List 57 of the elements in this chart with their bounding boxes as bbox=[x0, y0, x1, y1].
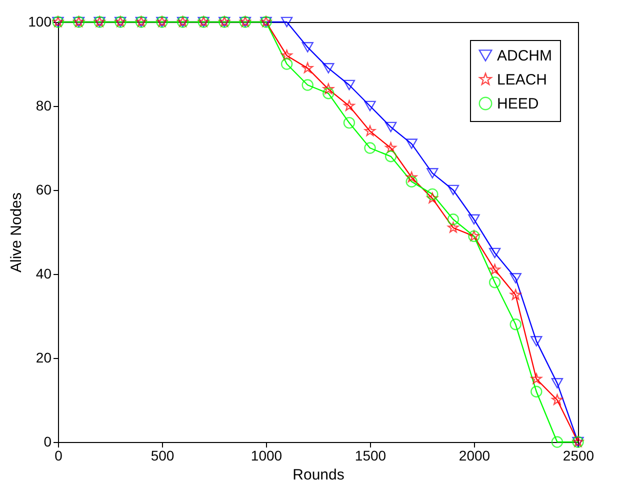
x-tick-label: 1500 bbox=[354, 448, 386, 464]
x-tick-label: 500 bbox=[150, 448, 174, 464]
x-tick-label: 1000 bbox=[250, 448, 282, 464]
point bbox=[530, 386, 542, 398]
legend-label: HEED bbox=[497, 96, 539, 112]
point bbox=[510, 289, 522, 300]
y-tick-label: 0 bbox=[44, 434, 52, 450]
x-tick-label: 0 bbox=[54, 448, 63, 464]
point bbox=[384, 150, 397, 162]
point bbox=[406, 138, 418, 149]
point bbox=[302, 42, 314, 52]
point bbox=[280, 16, 293, 28]
point bbox=[488, 248, 501, 258]
point bbox=[447, 184, 460, 196]
point bbox=[322, 63, 334, 74]
y-tick-label: 80 bbox=[36, 98, 52, 114]
point bbox=[364, 100, 376, 112]
point bbox=[488, 276, 501, 288]
point bbox=[385, 142, 396, 153]
point bbox=[510, 273, 522, 284]
y-tick-label: 20 bbox=[36, 350, 52, 366]
point bbox=[489, 264, 500, 275]
x-axis-title: Rounds bbox=[292, 466, 344, 484]
point bbox=[302, 62, 314, 74]
point bbox=[343, 116, 356, 129]
point bbox=[344, 100, 355, 111]
point bbox=[448, 222, 459, 233]
point bbox=[384, 122, 397, 132]
y-axis-title: Alive Nodes bbox=[8, 192, 26, 273]
point bbox=[364, 142, 376, 154]
point bbox=[530, 373, 542, 384]
point bbox=[322, 83, 334, 94]
y-tick-label: 60 bbox=[36, 182, 52, 198]
point bbox=[322, 88, 334, 100]
point bbox=[426, 188, 438, 200]
point bbox=[281, 50, 292, 60]
point bbox=[510, 318, 522, 330]
point bbox=[406, 172, 418, 182]
x-tick-label: 2000 bbox=[458, 448, 490, 464]
legend-label: ADCHM bbox=[497, 48, 552, 64]
point bbox=[551, 436, 564, 448]
y-tick-label: 40 bbox=[36, 266, 52, 282]
point bbox=[343, 80, 356, 90]
point bbox=[426, 192, 438, 204]
point bbox=[364, 125, 376, 136]
legend-label: LEACH bbox=[497, 72, 548, 88]
x-tick-label: 2500 bbox=[562, 448, 594, 464]
point bbox=[426, 168, 438, 178]
point bbox=[406, 176, 418, 188]
point bbox=[551, 378, 564, 388]
point bbox=[552, 394, 563, 405]
point bbox=[302, 79, 314, 91]
point bbox=[280, 58, 293, 70]
point bbox=[468, 214, 480, 225]
point bbox=[447, 214, 460, 226]
y-tick-label: 100 bbox=[28, 14, 52, 30]
point bbox=[530, 336, 542, 346]
